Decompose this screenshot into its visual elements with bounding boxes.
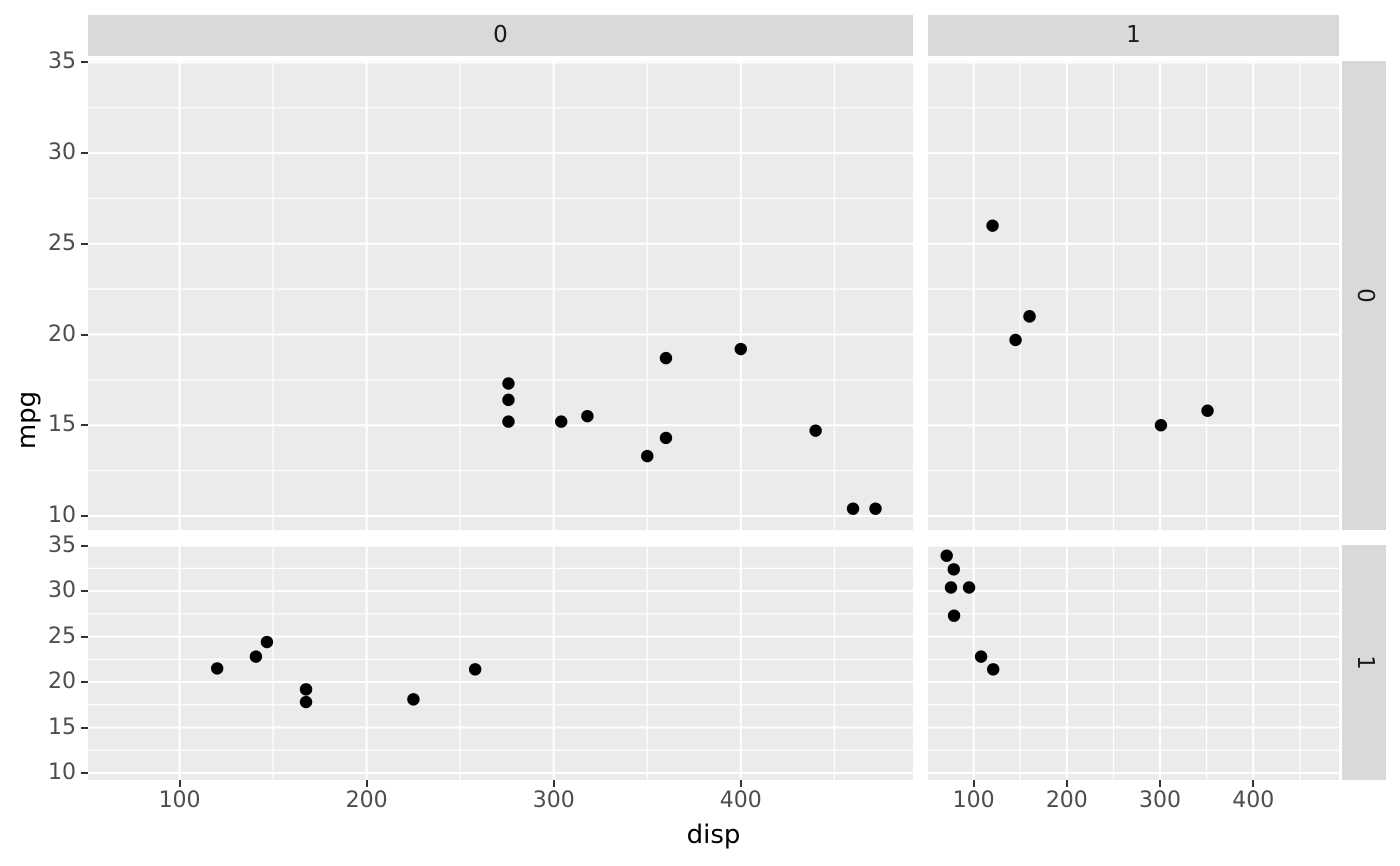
y-tick-mark — [81, 590, 88, 593]
data-point — [659, 351, 673, 365]
facet-panel-row1-col0 — [88, 545, 913, 780]
scatter-canvas-row0-col1 — [928, 61, 1339, 530]
x-tick-label: 400 — [719, 788, 762, 813]
y-tick-mark — [81, 544, 88, 547]
facet-column-strip-0: 0 — [88, 15, 913, 56]
data-point — [581, 409, 594, 423]
x-tick-mark — [178, 780, 181, 787]
data-point — [210, 662, 224, 675]
facet-row-strip-1: 1 — [1342, 545, 1386, 780]
facet-row-strip-0: 0 — [1342, 61, 1386, 530]
data-point — [974, 650, 988, 663]
y-tick-mark — [81, 635, 88, 638]
facet-panel-row0-col0 — [88, 61, 913, 530]
data-point — [734, 342, 747, 356]
y-tick-label: 10 — [48, 759, 76, 785]
facet-panel-row0-col1 — [928, 61, 1339, 530]
x-tick-label: 100 — [952, 788, 995, 813]
facet-column-strip-1: 1 — [928, 15, 1339, 56]
y-axis-title: mpg — [12, 390, 42, 450]
y-tick-label: 10 — [48, 502, 76, 528]
data-point — [641, 449, 654, 463]
data-point — [502, 377, 515, 390]
y-tick-mark — [81, 681, 88, 684]
x-tick-label: 200 — [1045, 788, 1088, 813]
data-point — [299, 695, 313, 709]
data-point — [846, 502, 860, 515]
x-tick-mark — [972, 780, 975, 787]
data-point — [1154, 419, 1168, 432]
facet-column-label-1: 1 — [1126, 22, 1141, 48]
x-tick-mark — [1159, 780, 1161, 787]
data-point — [944, 581, 958, 594]
scatter-canvas-row0-col0 — [88, 61, 913, 530]
data-point — [809, 424, 822, 437]
x-tick-mark — [1065, 780, 1068, 787]
x-axis-title: disp — [686, 820, 741, 850]
x-tick-mark — [365, 780, 368, 787]
data-point — [502, 393, 515, 407]
x-tick-label: 300 — [1139, 788, 1181, 813]
y-tick-label: 30 — [48, 578, 76, 604]
data-point — [1023, 310, 1036, 323]
data-point — [940, 549, 953, 562]
y-tick-label: 15 — [48, 412, 76, 438]
y-tick-mark — [81, 514, 88, 517]
y-tick-mark — [81, 333, 88, 336]
x-tick-label: 300 — [532, 788, 575, 813]
data-point — [986, 663, 1000, 676]
y-tick-label: 35 — [48, 49, 76, 75]
data-point — [986, 219, 999, 232]
y-tick-mark — [81, 424, 88, 427]
x-tick-mark — [739, 780, 742, 787]
y-tick-label: 15 — [48, 714, 76, 740]
y-tick-label: 25 — [48, 230, 76, 256]
x-tick-label: 100 — [158, 788, 201, 813]
data-point — [502, 415, 515, 428]
data-point — [468, 663, 482, 676]
y-tick-mark — [81, 242, 88, 245]
x-tick-mark — [552, 780, 555, 787]
facet-panel-row1-col1 — [928, 545, 1339, 780]
data-point — [1201, 404, 1214, 417]
y-tick-label: 25 — [48, 623, 76, 649]
data-point — [947, 609, 961, 622]
data-point — [947, 563, 960, 576]
data-point — [407, 693, 420, 706]
data-point — [869, 502, 882, 515]
data-point — [299, 683, 313, 696]
y-tick-label: 30 — [48, 140, 76, 166]
data-point — [249, 650, 263, 663]
y-tick-mark — [81, 771, 88, 774]
data-point — [659, 431, 673, 445]
data-point — [260, 635, 274, 649]
x-tick-label: 400 — [1232, 788, 1275, 813]
y-tick-mark — [81, 726, 88, 729]
facet-row-label-1: 1 — [1351, 655, 1378, 670]
facet-column-label-0: 0 — [493, 22, 508, 48]
data-point — [555, 415, 568, 428]
x-tick-label: 200 — [345, 788, 388, 813]
facet-row-label-0: 0 — [1351, 288, 1378, 303]
y-tick-label: 20 — [48, 669, 76, 695]
y-tick-label: 20 — [48, 321, 76, 347]
scatter-canvas-row1-col0 — [88, 545, 913, 780]
data-point — [962, 581, 976, 594]
x-tick-mark — [1252, 780, 1255, 787]
y-tick-label: 35 — [48, 532, 76, 558]
y-tick-mark — [81, 152, 88, 155]
scatter-canvas-row1-col1 — [928, 545, 1339, 780]
data-point — [1009, 333, 1022, 347]
y-tick-mark — [81, 61, 88, 64]
